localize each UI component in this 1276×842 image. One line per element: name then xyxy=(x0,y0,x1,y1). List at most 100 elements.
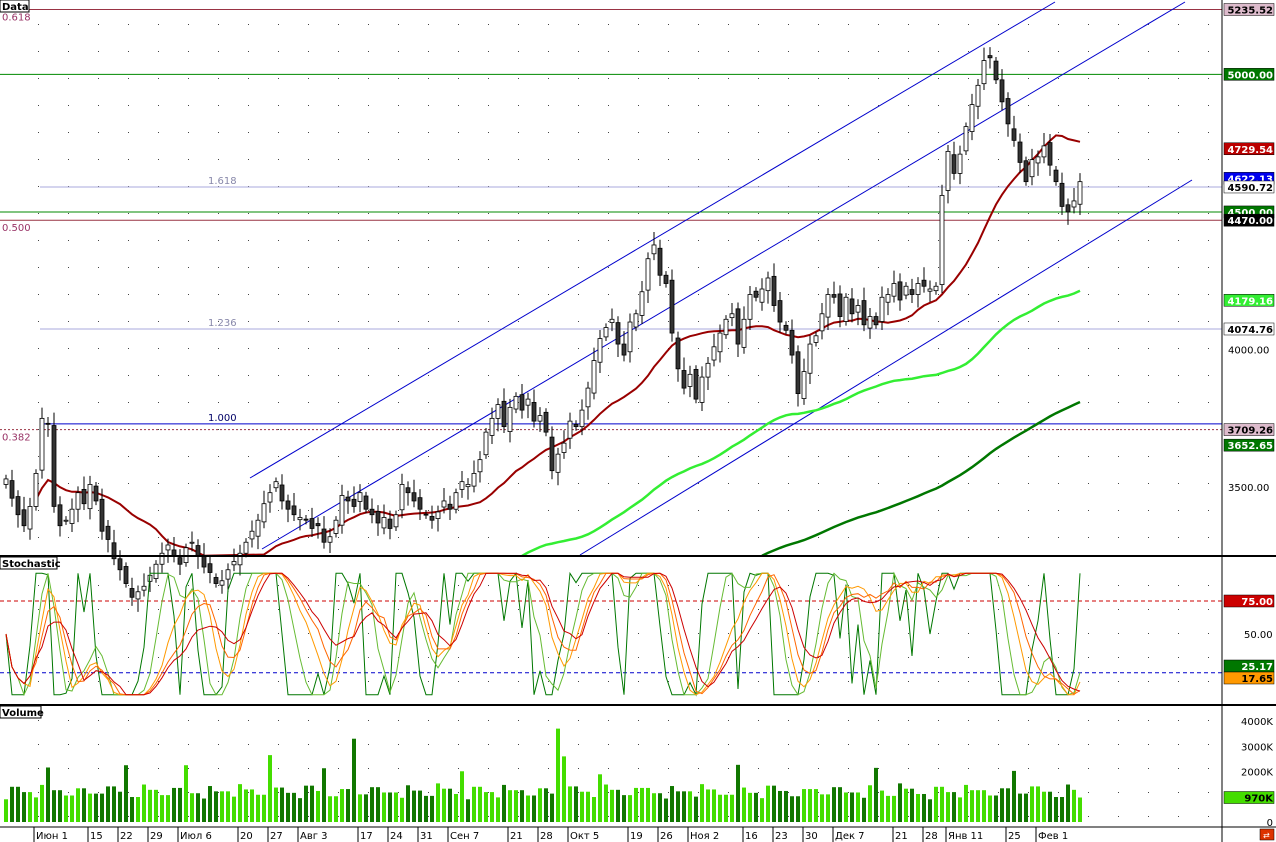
volume-bar xyxy=(160,795,164,822)
volume-bar xyxy=(598,774,602,822)
candle-body xyxy=(117,558,123,571)
candle-body xyxy=(843,296,849,322)
volume-bar xyxy=(688,791,692,822)
volume-bar xyxy=(400,797,404,822)
stoch-fast-line xyxy=(5,571,1081,697)
candle-body xyxy=(789,329,795,356)
volume-bar xyxy=(568,786,572,822)
stoch-flag-label: 25.17 xyxy=(1241,662,1273,673)
candle-body xyxy=(837,293,843,317)
x-label: 25 xyxy=(1008,831,1021,842)
volume-bar xyxy=(994,795,998,822)
candle-body xyxy=(207,563,213,573)
volume-bar xyxy=(946,792,950,822)
candle-body xyxy=(753,290,759,298)
candle-body xyxy=(573,424,579,428)
volume-bar xyxy=(286,792,290,822)
volume-bar xyxy=(346,789,350,822)
pane-tag-box xyxy=(0,556,58,570)
x-axis: Июн 1 15 22 29 Июл 6 20 27 Авг 3 17 24 31 Сен 7 21 28… xyxy=(33,827,1068,842)
volume-bar xyxy=(142,784,146,822)
candle-body xyxy=(27,506,33,530)
candle-body xyxy=(801,371,807,399)
candle-body xyxy=(543,411,549,433)
candle-body xyxy=(87,484,93,510)
candle-body xyxy=(177,557,183,565)
candle-body xyxy=(591,360,597,394)
volume-bar xyxy=(208,786,212,822)
x-label: Июл 6 xyxy=(180,831,212,842)
candle-body xyxy=(621,343,627,356)
volume-bar xyxy=(388,792,392,822)
corner-menu-button[interactable] xyxy=(1259,828,1275,841)
volume-bar xyxy=(154,789,158,822)
volume-bar xyxy=(970,790,974,822)
volume-bar xyxy=(436,783,440,822)
pane-tag-box xyxy=(0,0,30,13)
volume-bar xyxy=(976,790,980,822)
candle-body xyxy=(675,337,681,370)
volume-bar xyxy=(772,785,776,822)
candle-body xyxy=(333,519,339,534)
candle-body xyxy=(609,318,615,323)
volume-bar xyxy=(316,790,320,822)
volume-bar xyxy=(724,794,728,822)
volume-flag-label: 970K xyxy=(1244,794,1274,805)
volume-bar xyxy=(952,792,956,822)
volume-bar xyxy=(16,786,20,822)
x-label: Фев 1 xyxy=(1038,831,1068,842)
candle-body xyxy=(525,398,531,406)
candle-body xyxy=(75,492,81,510)
x-label: 21 xyxy=(895,831,908,842)
candle-body xyxy=(351,498,357,507)
candle-body xyxy=(477,459,483,473)
candle-body xyxy=(213,577,219,584)
price-flag xyxy=(1223,322,1275,336)
candle-body xyxy=(1023,160,1029,183)
volume-bar xyxy=(712,789,716,822)
plot-background xyxy=(0,0,1222,842)
candle-body xyxy=(201,555,207,568)
candle-body xyxy=(267,492,273,503)
volume-bar xyxy=(844,792,848,822)
candle-body xyxy=(597,338,603,363)
volume-bar xyxy=(718,794,722,822)
price-flag-label: 3709.26 xyxy=(1227,426,1273,437)
candle-body xyxy=(363,495,369,510)
stoch-flag-label: 75.00 xyxy=(1241,597,1273,608)
candle-body xyxy=(9,480,15,499)
price-flag xyxy=(1223,294,1275,307)
candle-body xyxy=(411,492,417,502)
candle-body xyxy=(93,485,99,502)
volume-bar xyxy=(280,787,284,822)
volume-bar xyxy=(28,792,32,822)
price-flag xyxy=(1223,438,1275,452)
volume-bar xyxy=(700,784,704,822)
candle-body xyxy=(285,500,291,510)
trend-channels[interactable] xyxy=(249,1,1193,556)
candlesticks xyxy=(3,47,1083,612)
candle-body xyxy=(1005,98,1011,125)
x-label: 21 xyxy=(510,831,523,842)
candle-body xyxy=(273,481,279,489)
volume-bar xyxy=(232,796,236,822)
volume-bar xyxy=(634,787,638,822)
candle-body xyxy=(915,283,921,295)
candle-body xyxy=(153,563,159,579)
candle-body xyxy=(975,84,981,107)
volume-bar xyxy=(226,791,230,822)
x-label: 26 xyxy=(660,831,673,842)
x-label: Сен 7 xyxy=(450,831,479,842)
volume-bar xyxy=(556,728,560,822)
price-flag xyxy=(1223,423,1275,436)
volume-bar xyxy=(592,797,596,822)
candle-body xyxy=(993,60,999,81)
candle-body xyxy=(315,523,321,527)
candle-body xyxy=(327,536,333,543)
candle-body xyxy=(651,244,657,255)
volume-bar xyxy=(220,791,224,822)
volume-bar xyxy=(292,792,296,822)
candle-body xyxy=(393,514,399,528)
volume-bar xyxy=(250,789,254,822)
